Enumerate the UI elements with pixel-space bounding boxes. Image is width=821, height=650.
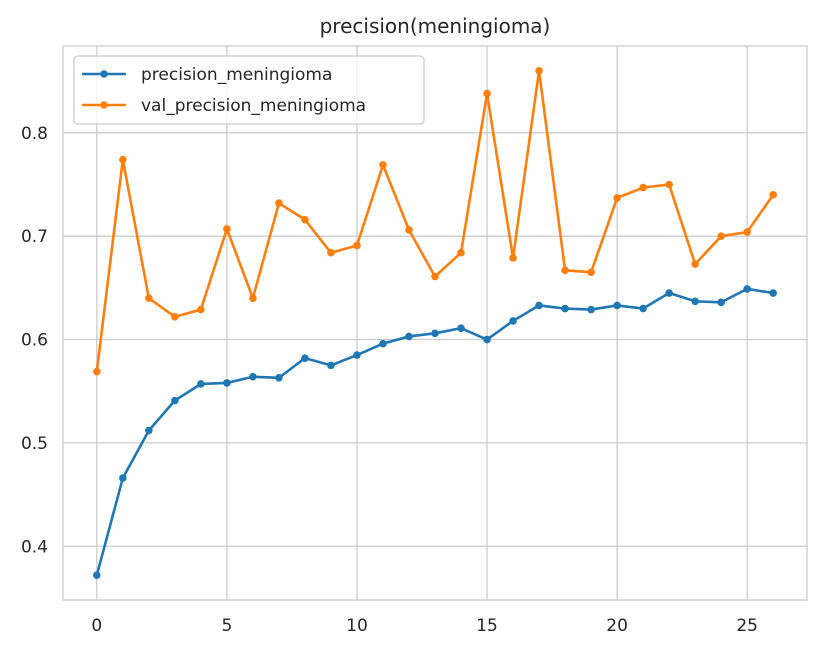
- plot-frame: [62, 45, 808, 601]
- data-point: [457, 324, 465, 332]
- data-point: [509, 317, 517, 325]
- legend-item: val_precision_meningioma: [82, 96, 366, 116]
- data-point: [665, 289, 673, 297]
- data-point: [249, 294, 257, 302]
- data-point: [93, 571, 101, 579]
- data-point: [769, 289, 777, 297]
- legend-label: precision_meningioma: [141, 65, 332, 85]
- data-point: [119, 155, 127, 164]
- plot-border: [62, 45, 808, 601]
- x-tick-label: 5: [221, 616, 232, 636]
- data-point: [223, 225, 231, 233]
- data-point: [717, 298, 725, 307]
- data-point: [197, 305, 205, 314]
- data-point: [587, 305, 595, 314]
- data-point: [405, 226, 413, 234]
- data-point: [483, 335, 491, 344]
- data-point: [327, 361, 335, 370]
- data-point: [223, 379, 231, 387]
- data-point: [145, 294, 153, 302]
- legend-label: val_precision_meningioma: [141, 96, 366, 116]
- data-point: [145, 426, 153, 435]
- data-point: [249, 372, 257, 381]
- data-point: [743, 228, 751, 236]
- x-axis: 0 5 10 15 20 25: [91, 616, 758, 636]
- data-point: [639, 183, 647, 192]
- y-tick-label: 0.5: [21, 434, 48, 454]
- data-point: [327, 248, 335, 257]
- x-tick-label: 15: [476, 616, 498, 636]
- data-point: [171, 312, 179, 321]
- data-point: [717, 232, 725, 240]
- data-point: [535, 301, 543, 310]
- data-point: [171, 396, 179, 405]
- data-point: [197, 380, 205, 388]
- data-point: [457, 248, 465, 257]
- data-point: [769, 191, 777, 199]
- series-layer: [93, 67, 777, 579]
- data-point: [509, 254, 517, 262]
- y-tick-label: 0.6: [21, 331, 48, 351]
- data-point: [353, 241, 361, 250]
- data-point: [691, 260, 699, 268]
- data-point: [431, 329, 439, 338]
- data-point: [379, 339, 387, 348]
- data-point: [353, 351, 361, 359]
- y-tick-label: 0.7: [21, 227, 48, 247]
- data-point: [639, 304, 647, 313]
- legend-marker: [100, 101, 108, 109]
- data-point: [405, 332, 413, 341]
- data-point: [561, 304, 569, 313]
- data-point: [431, 272, 439, 281]
- data-point: [691, 297, 699, 306]
- data-point: [587, 268, 595, 277]
- data-point: [93, 367, 101, 376]
- y-axis: 0.4 0.5 0.6 0.7 0.8: [21, 124, 48, 557]
- x-tick-label: 20: [606, 616, 628, 636]
- data-point: [483, 89, 491, 98]
- x-tick-label: 10: [346, 616, 368, 636]
- legend-item: precision_meningioma: [82, 65, 332, 85]
- grid: [63, 46, 807, 600]
- data-point: [613, 301, 621, 310]
- data-point: [665, 180, 673, 189]
- data-point: [561, 266, 569, 275]
- data-point: [301, 215, 309, 224]
- legend: precision_meningioma val_precision_mening…: [73, 55, 425, 125]
- data-point: [301, 354, 309, 362]
- chart-title: precision(meningioma): [320, 14, 551, 38]
- data-point: [275, 199, 283, 207]
- x-tick-label: 25: [736, 616, 758, 636]
- x-tick-label: 0: [91, 616, 102, 636]
- legend-marker: [100, 70, 108, 78]
- y-tick-label: 0.8: [21, 124, 48, 144]
- data-point: [613, 194, 621, 202]
- data-point: [743, 285, 751, 293]
- series-1: [93, 67, 777, 376]
- series-0: [93, 285, 777, 579]
- data-point: [275, 373, 283, 382]
- legend-box: [73, 55, 425, 125]
- y-tick-label: 0.4: [21, 537, 48, 557]
- data-point: [535, 67, 543, 75]
- data-point: [119, 474, 127, 482]
- data-point: [379, 161, 387, 169]
